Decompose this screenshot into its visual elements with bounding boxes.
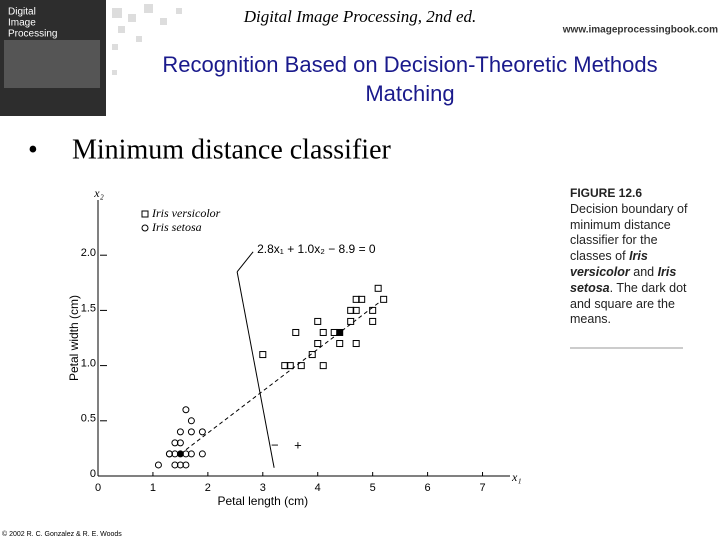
y-tick-label: 1.5 <box>81 302 96 314</box>
y-axis-var: x₂ <box>93 186 104 200</box>
footer: © 2002 R. C. Gonzalez & R. E. Woods <box>2 530 122 538</box>
plus-sign: + <box>294 438 302 453</box>
x-tick-label: 2 <box>205 482 211 494</box>
point <box>198 450 206 458</box>
decor-squares <box>112 4 182 75</box>
mean-point <box>336 328 344 336</box>
caption-segment: and <box>629 264 658 279</box>
point <box>347 317 355 325</box>
plot: x₁ x₂ 0 1 2 3 4 5 6 7 0 0.5 1.0 1.5 2.0 Petal length (c… <box>67 186 521 508</box>
slide-title: Recognition Based on Decision-Theoretic … <box>162 52 657 77</box>
point <box>347 306 355 314</box>
x-tick-label: 0 <box>95 482 101 494</box>
legend-label: Iris versicolor <box>151 206 221 220</box>
x-tick-label: 3 <box>260 482 266 494</box>
mean-point <box>176 450 184 458</box>
point <box>281 362 289 370</box>
x-axis-var: x₁ <box>511 470 522 484</box>
point <box>297 362 305 370</box>
bullet-text: Minimum distance classifier <box>72 134 391 165</box>
point <box>187 428 195 436</box>
equation: 2.8x₁ + 1.0x₂ − 8.9 = 0 <box>257 242 376 256</box>
cover-line: Processing <box>8 29 57 40</box>
point <box>314 340 322 348</box>
point <box>171 461 179 469</box>
decision-boundary <box>236 271 275 468</box>
point <box>259 351 267 359</box>
y-tick-label: 2.0 <box>81 247 96 259</box>
point <box>292 328 300 336</box>
cover-line: Image <box>8 18 36 29</box>
point <box>352 295 360 303</box>
caption: FIGURE 12.6 Decision boundary of minimum… <box>570 186 688 328</box>
point <box>369 317 377 325</box>
point <box>308 351 316 359</box>
point <box>171 439 179 447</box>
caption-label: FIGURE 12.6 <box>570 186 643 200</box>
point <box>314 317 322 325</box>
x-axis-label: Petal length (cm) <box>217 494 308 508</box>
point <box>380 295 388 303</box>
caption-segment: Iris versicolor <box>570 249 648 279</box>
point <box>187 450 195 458</box>
point <box>319 328 327 336</box>
point <box>358 295 366 303</box>
x-tick-label: 7 <box>479 482 485 494</box>
point <box>286 362 294 370</box>
caption-segment: . The dark dot and square are the means. <box>570 280 687 327</box>
x-tick-label: 6 <box>425 482 431 494</box>
y-tick-label: 0 <box>90 468 96 480</box>
legend-label: Iris setosa <box>151 220 202 234</box>
point <box>165 450 173 458</box>
caption-segment: Iris setosa <box>570 264 677 295</box>
url: www.imageprocessingbook.com <box>562 25 718 36</box>
point <box>374 284 382 292</box>
legend-marker <box>141 224 149 232</box>
equation-pointer <box>236 251 254 273</box>
legend-marker <box>141 210 149 218</box>
bullet-dot: • <box>28 134 38 165</box>
point <box>182 461 190 469</box>
point <box>369 306 377 314</box>
point <box>198 428 206 436</box>
x-tick-label: 1 <box>150 482 156 494</box>
slide-title: Matching <box>365 81 454 106</box>
cover-line: Digital <box>8 7 36 18</box>
point <box>319 362 327 370</box>
book-title: Digital Image Processing, 2nd ed. <box>243 7 477 26</box>
point <box>182 406 190 414</box>
y-tick-label: 0.5 <box>81 413 96 425</box>
y-axis-label: Petal width (cm) <box>67 295 81 381</box>
caption-segment: Decision boundary of minimum distance cl… <box>570 201 688 264</box>
point <box>176 439 184 447</box>
x-tick-label: 4 <box>315 482 321 494</box>
point <box>187 417 195 425</box>
point <box>352 306 360 314</box>
point <box>176 428 184 436</box>
minus-sign: − <box>271 438 279 453</box>
x-tick-label: 5 <box>370 482 376 494</box>
y-tick-label: 1.0 <box>81 358 96 370</box>
point <box>336 340 344 348</box>
caption-text: Decision boundary of minimum distance cl… <box>570 202 688 328</box>
point <box>352 340 360 348</box>
cover-art <box>4 40 100 88</box>
point <box>154 461 162 469</box>
point <box>176 461 184 469</box>
